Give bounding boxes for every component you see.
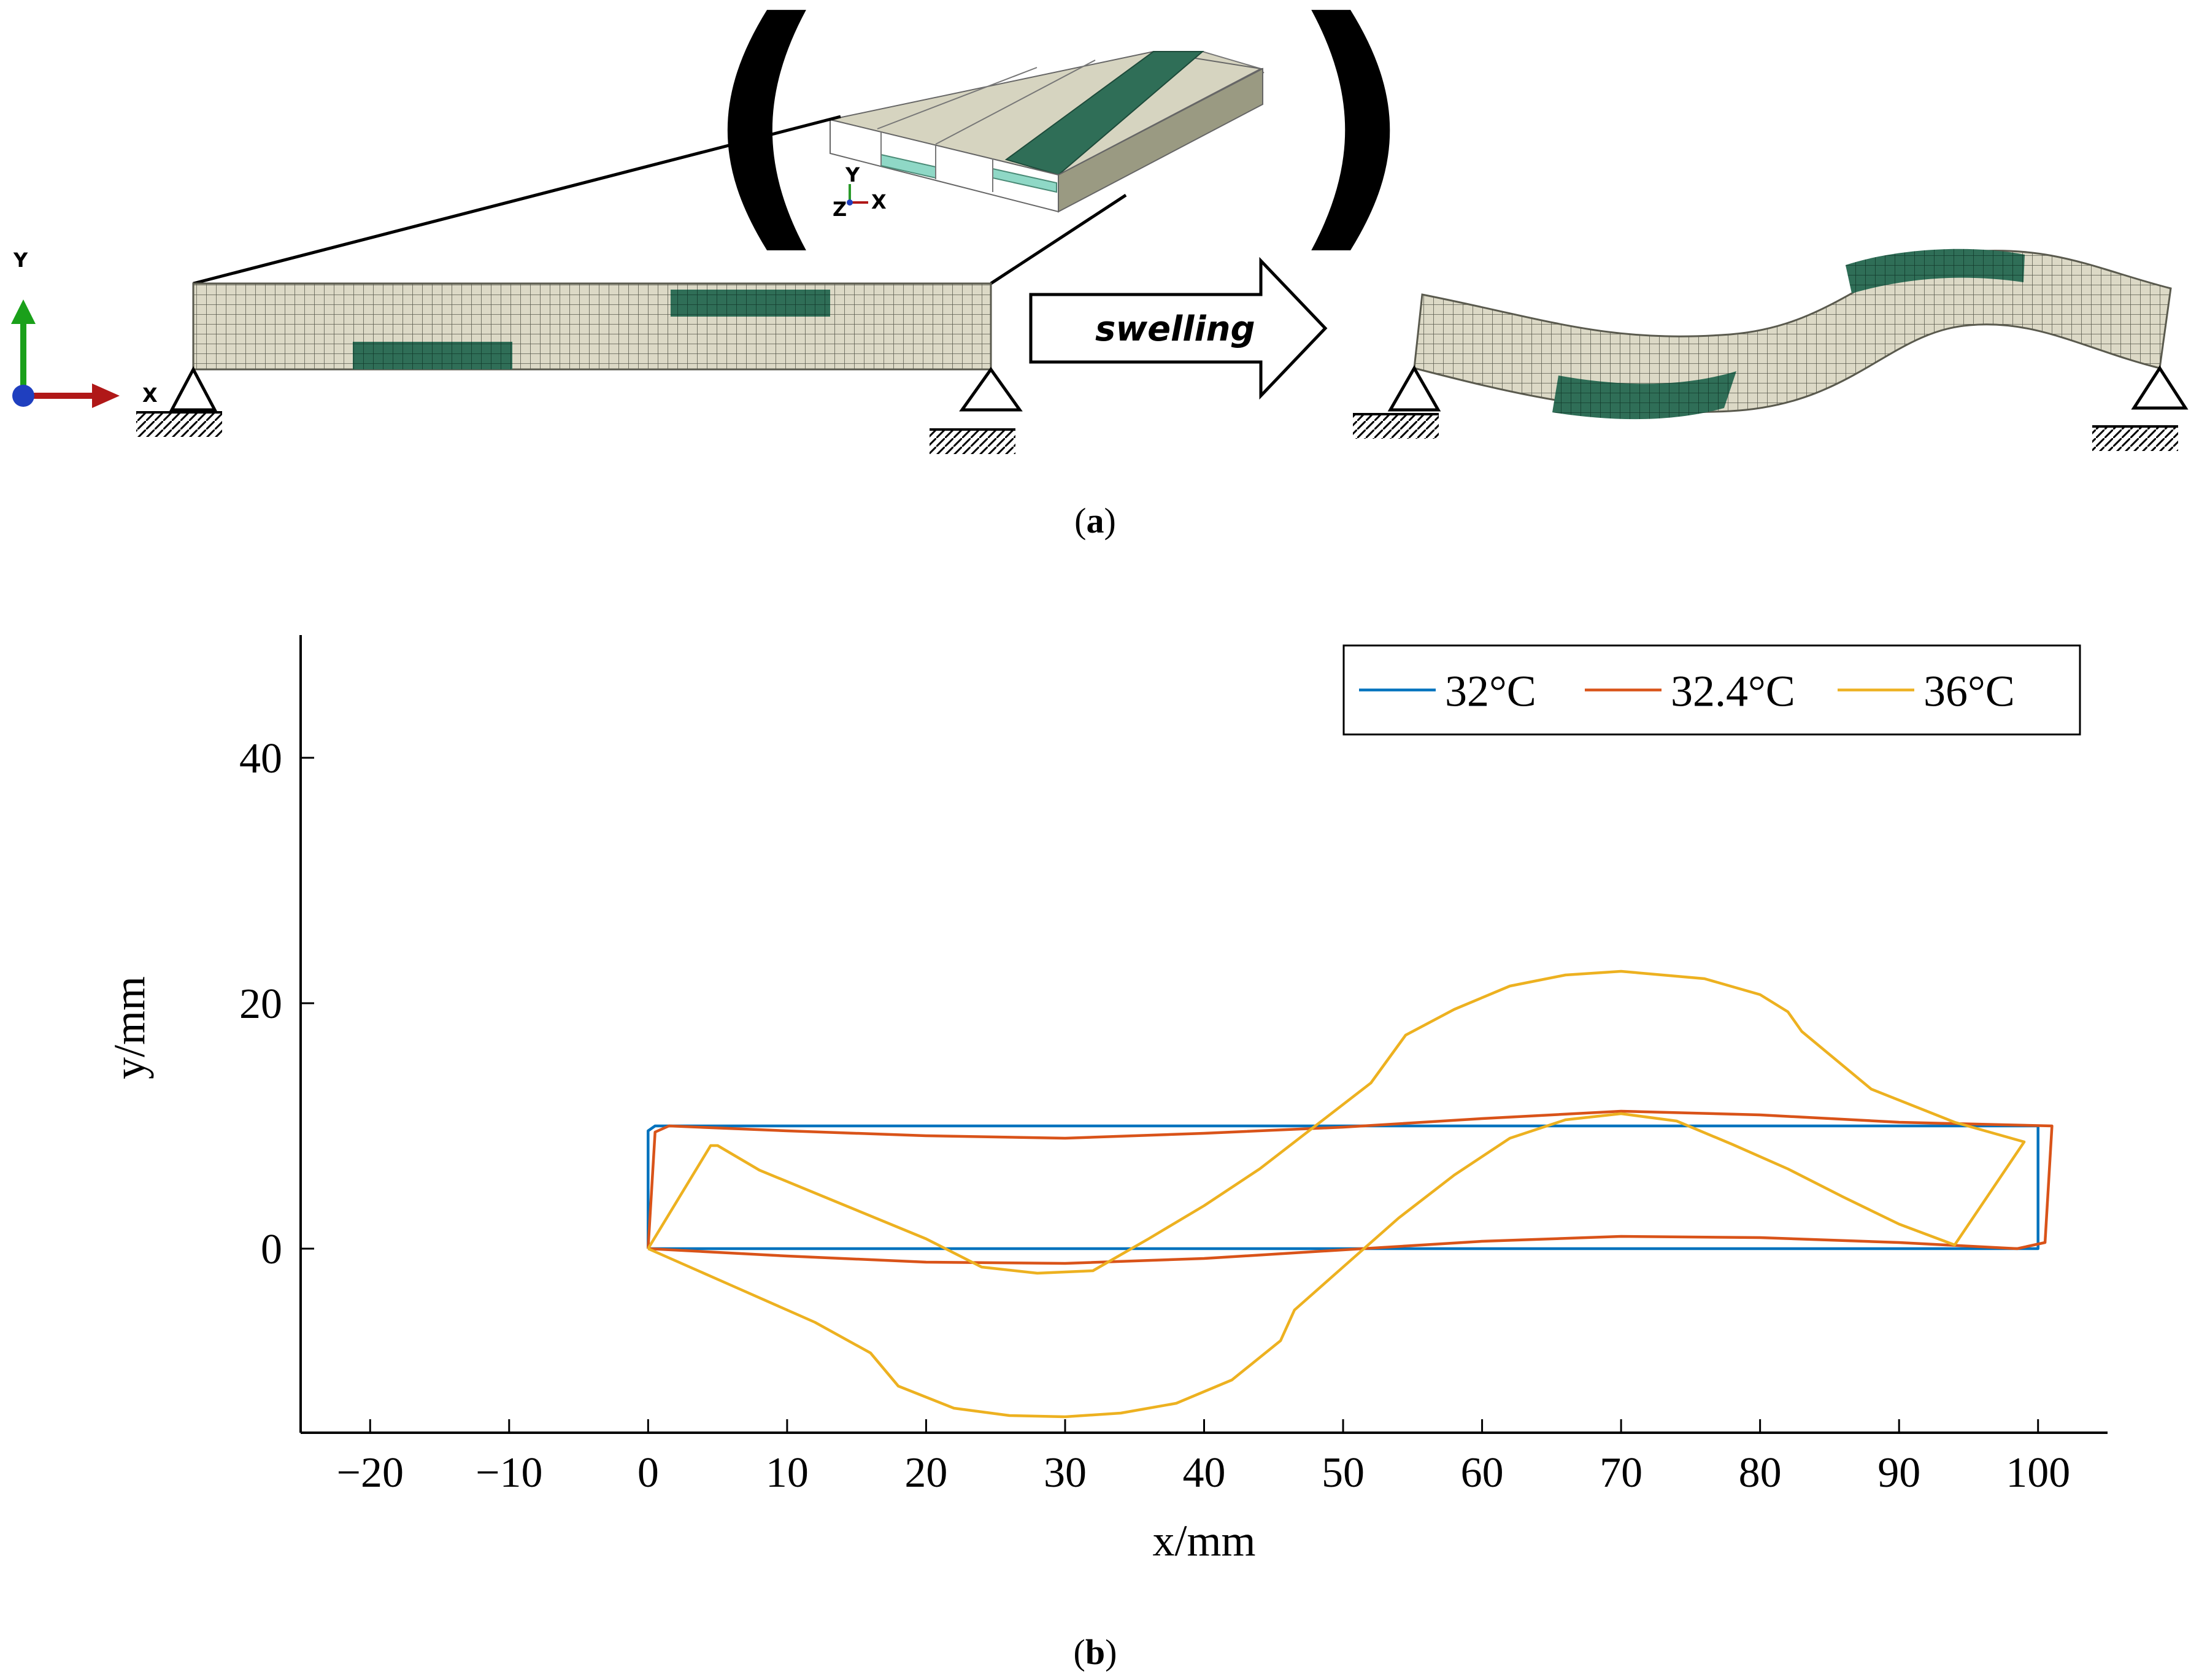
legend-box xyxy=(1342,644,2081,736)
x-tick-label: 90 xyxy=(1877,1449,1920,1497)
leader-line-right xyxy=(990,193,1127,285)
inset-3d-block: ( ) Y X Z xyxy=(704,0,1413,279)
x-tick-label: 50 xyxy=(1322,1449,1365,1497)
pin-support-icon-deformed xyxy=(1353,364,1441,439)
x-axis-label: x/mm xyxy=(1152,1516,1255,1565)
series-layer xyxy=(647,969,2054,1419)
inset-axis-z: Z xyxy=(833,198,847,221)
deformed-active-strip-top xyxy=(1846,249,2025,293)
inset-axis-x: X xyxy=(871,190,887,214)
x-tick-label: −20 xyxy=(337,1449,404,1497)
deformed-active-strip-bottom xyxy=(1552,371,1736,420)
y-ticks: 0 20 40 xyxy=(239,735,314,1273)
roller-support-icon-deformed xyxy=(2092,365,2189,451)
coordinate-triad-icon: Y X xyxy=(11,249,158,408)
x-tick-label: 80 xyxy=(1739,1449,1782,1497)
inset-close-paren: ) xyxy=(1290,0,1413,279)
x-ticks: −20 −10 0 10 20 30 40 50 60 70 80 90 100 xyxy=(337,1419,2070,1497)
x-tick-label: 60 xyxy=(1461,1449,1504,1497)
axis-y-label: Y xyxy=(13,249,28,272)
x-tick-label: 40 xyxy=(1183,1449,1226,1497)
legend-label-2: 36°C xyxy=(1923,667,2015,716)
x-tick-label: 100 xyxy=(2006,1449,2070,1497)
pin-support-icon xyxy=(136,366,222,437)
active-strip-bottom xyxy=(353,342,512,369)
x-tick-label: 30 xyxy=(1044,1449,1087,1497)
x-tick-label: 10 xyxy=(766,1449,809,1497)
caption-b: (b) xyxy=(1074,1632,1117,1672)
caption-a: (a) xyxy=(1074,501,1116,541)
active-strip-top xyxy=(671,290,830,317)
inset-axis-y: Y xyxy=(845,163,860,187)
inset-triad-icon: Y X Z xyxy=(833,163,887,221)
x-tick-label: 70 xyxy=(1600,1449,1642,1497)
x-tick-label: 20 xyxy=(904,1449,947,1497)
x-tick-label: −10 xyxy=(476,1449,542,1497)
axis-x-label: X xyxy=(142,383,158,407)
y-tick-label: 40 xyxy=(239,735,282,782)
y-tick-label: 0 xyxy=(261,1226,282,1273)
y-tick-label: 20 xyxy=(239,981,282,1028)
series-line-1 xyxy=(647,1109,2054,1265)
deformed-beam xyxy=(1413,249,2172,420)
x-tick-label: 0 xyxy=(637,1449,659,1497)
inset-open-paren: ( xyxy=(704,0,828,279)
swelling-label: swelling xyxy=(1095,309,1255,349)
series-line-2 xyxy=(647,969,2026,1419)
legend-label-0: 32°C xyxy=(1445,667,1536,716)
roller-support-icon xyxy=(930,366,1023,454)
legend-label-1: 32.4°C xyxy=(1671,667,1795,716)
inset-active-strip xyxy=(1004,51,1204,176)
panel-a-schematic: ( ) Y X Z xyxy=(11,0,2189,541)
legend: 32°C 32.4°C 36°C xyxy=(1342,644,2081,736)
y-axis-label: y/mm xyxy=(105,976,154,1079)
leader-line-left xyxy=(193,115,841,285)
undeformed-beam xyxy=(192,282,992,371)
inset-side-face xyxy=(1058,67,1263,213)
arrow-right-icon: swelling xyxy=(1029,256,1328,400)
series-line-0 xyxy=(647,1124,2039,1250)
